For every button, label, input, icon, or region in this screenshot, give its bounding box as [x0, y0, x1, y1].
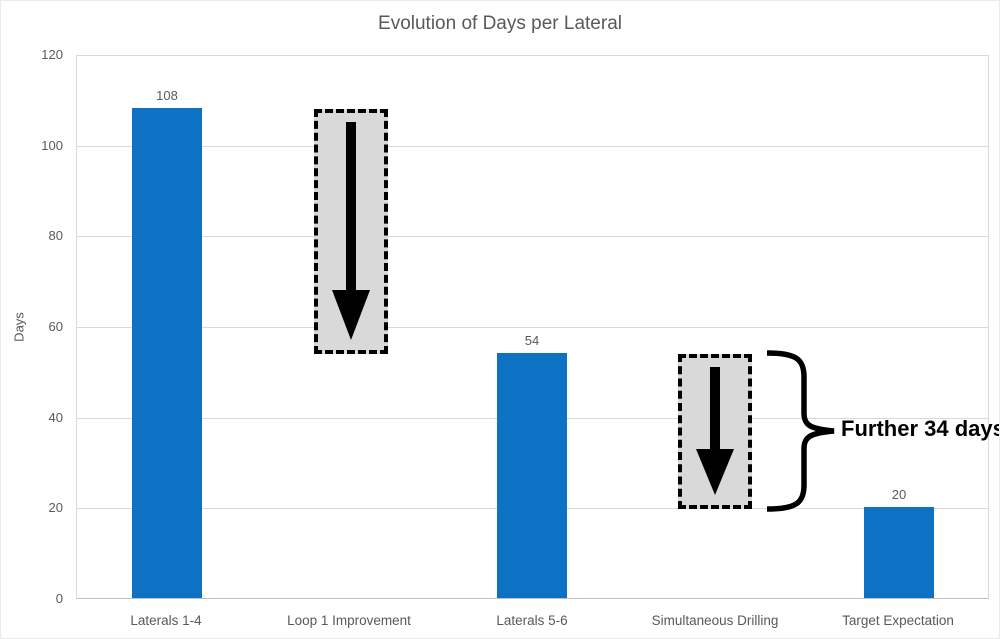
bar-target-expectation — [864, 507, 934, 598]
down-arrow-icon — [332, 121, 370, 340]
gridline-80 — [77, 236, 988, 237]
bar-value-laterals-5-6: 54 — [524, 333, 540, 348]
down-arrow-icon — [696, 366, 734, 495]
y-tick-80: 80 — [48, 228, 63, 243]
y-tick-120: 120 — [41, 47, 63, 62]
further-days-annotation: Further 34 days — [841, 416, 1000, 441]
gridline-60 — [77, 327, 988, 328]
y-tick-40: 40 — [48, 410, 63, 425]
chart-title: Evolution of Days per Lateral — [378, 13, 622, 34]
improvement-box-simultaneous-drilling — [678, 354, 752, 509]
y-tick-60: 60 — [48, 319, 63, 334]
bar-value-laterals-1-4: 108 — [156, 88, 178, 103]
plot-area: 108 54 20 — [76, 55, 989, 599]
x-label-loop-1-improvement: Loop 1 Improvement — [287, 613, 411, 628]
bar-laterals-1-4 — [132, 108, 202, 598]
improvement-box-loop-1 — [314, 109, 388, 354]
gridline-100 — [77, 146, 988, 147]
x-label-laterals-1-4: Laterals 1-4 — [130, 613, 202, 628]
gridline-120 — [77, 55, 988, 56]
y-tick-0: 0 — [55, 591, 63, 606]
x-label-laterals-5-6: Laterals 5-6 — [496, 613, 568, 628]
x-label-simultaneous-drilling: Simultaneous Drilling — [651, 613, 779, 628]
x-label-target-expectation: Target Expectation — [842, 613, 954, 628]
bar-laterals-5-6 — [497, 353, 567, 598]
y-tick-20: 20 — [48, 500, 63, 515]
curly-brace — [766, 350, 835, 512]
bar-value-target-expectation: 20 — [891, 487, 907, 502]
y-tick-100: 100 — [41, 138, 63, 153]
